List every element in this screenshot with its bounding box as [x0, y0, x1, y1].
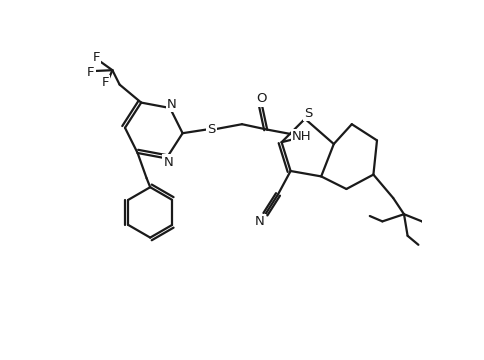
Text: S: S	[207, 123, 215, 136]
Text: N: N	[167, 98, 177, 111]
Text: N: N	[163, 156, 173, 168]
Text: F: F	[87, 66, 94, 78]
Text: O: O	[257, 93, 267, 105]
Text: F: F	[102, 76, 109, 89]
Text: N: N	[255, 215, 265, 228]
Text: NH: NH	[291, 130, 311, 143]
Text: S: S	[304, 107, 313, 120]
Text: F: F	[92, 51, 100, 64]
